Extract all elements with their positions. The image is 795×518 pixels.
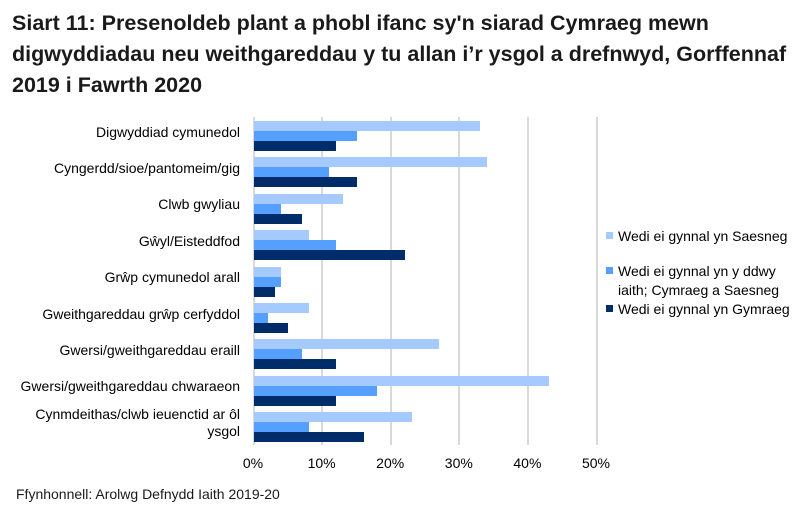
bar bbox=[254, 303, 309, 313]
bar bbox=[254, 339, 440, 350]
category-label: Clwb gwyliau bbox=[158, 196, 240, 213]
bar bbox=[254, 131, 357, 141]
category-label: Gŵyl/Eisteddfod bbox=[138, 232, 240, 249]
gridline bbox=[458, 117, 461, 445]
bar bbox=[254, 286, 275, 297]
legend-swatch-icon bbox=[606, 267, 613, 274]
bar bbox=[254, 385, 378, 396]
bar bbox=[254, 157, 488, 168]
legend: Wedi ei gynnal yn Saesneg Wedi ei gynnal … bbox=[606, 227, 791, 319]
legend-label: Wedi ei gynnal yn y ddwy iaith; Cymraeg … bbox=[618, 263, 780, 298]
bar bbox=[254, 250, 405, 261]
category-label: Gwersi/gweithgareddau eraill bbox=[59, 341, 240, 358]
bar bbox=[254, 276, 282, 287]
category-label: Cyngerdd/sioe/pantomeim/gig bbox=[54, 159, 240, 176]
legend-swatch-icon bbox=[606, 232, 613, 239]
bar bbox=[254, 230, 309, 241]
legend-label: Wedi ei gynnal yn Gymraeg bbox=[618, 301, 790, 317]
category-label: Digwyddiad cymunedol bbox=[96, 123, 240, 140]
x-tick-label: 50% bbox=[581, 455, 611, 471]
x-tick-label: 0% bbox=[242, 455, 264, 471]
x-tick-label: 20% bbox=[376, 455, 405, 471]
legend-label: Wedi ei gynnal yn Saesneg bbox=[618, 228, 788, 244]
plot-area bbox=[253, 117, 598, 445]
category-label: Grŵp cymunedol arall bbox=[104, 269, 240, 286]
legend-swatch-icon bbox=[606, 305, 613, 312]
bar bbox=[254, 412, 412, 423]
bar bbox=[254, 177, 357, 188]
bar bbox=[254, 349, 303, 360]
legend-item: Wedi ei gynnal yn Saesneg bbox=[606, 227, 791, 246]
x-tick-label: 40% bbox=[513, 455, 542, 471]
x-tick-label: 10% bbox=[307, 455, 336, 471]
category-label: Gweithgareddau grŵp cerfyddol bbox=[42, 305, 240, 322]
bar bbox=[254, 432, 364, 443]
bar bbox=[254, 266, 282, 277]
bar bbox=[254, 240, 337, 251]
legend-item: Wedi ei gynnal yn y ddwy iaith; Cymraeg … bbox=[606, 262, 791, 300]
gridline bbox=[389, 117, 392, 445]
bar bbox=[254, 422, 309, 433]
gridline bbox=[321, 117, 324, 445]
x-tick-label: 30% bbox=[444, 455, 473, 471]
bar bbox=[254, 203, 282, 214]
bar bbox=[254, 359, 337, 370]
chart-title: Siart 11: Presenoldeb plant a phobl ifan… bbox=[12, 11, 787, 97]
bar bbox=[254, 167, 330, 178]
bar bbox=[254, 375, 549, 386]
legend-item: Wedi ei gynnal yn Gymraeg bbox=[606, 300, 791, 319]
source-note: Ffynhonnell: Arolwg Defnydd Iaith 2019-2… bbox=[16, 486, 280, 502]
bar bbox=[254, 323, 289, 333]
bar bbox=[254, 193, 344, 204]
gridline bbox=[526, 117, 529, 445]
category-label: Cynmdeithas/clwb ieuenctid ar ôl ysgol bbox=[35, 406, 240, 440]
bar bbox=[254, 395, 337, 406]
bar bbox=[254, 121, 481, 131]
bar bbox=[254, 313, 268, 323]
category-label: Gwersi/gweithgareddau chwaraeon bbox=[20, 378, 240, 395]
gridline bbox=[595, 117, 598, 445]
bar bbox=[254, 213, 303, 224]
bar bbox=[254, 141, 337, 151]
